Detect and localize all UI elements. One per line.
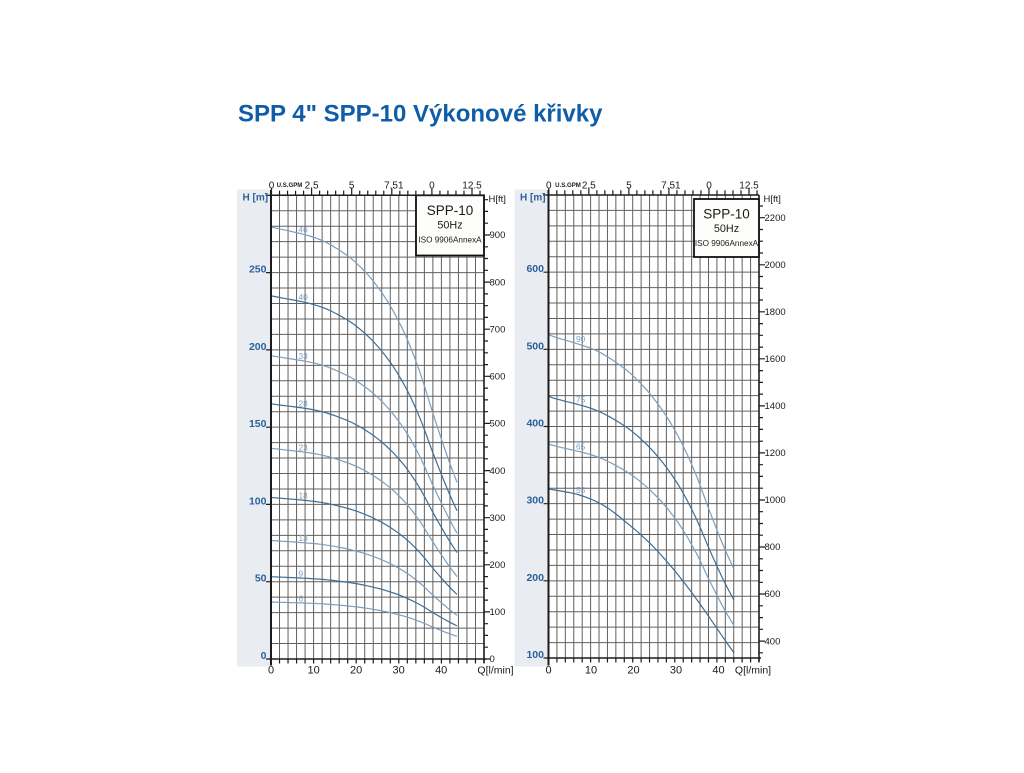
svg-text:H[ft]: H[ft] xyxy=(764,194,781,205)
svg-text:10: 10 xyxy=(307,665,319,677)
svg-text:0: 0 xyxy=(269,181,275,192)
svg-text:40: 40 xyxy=(299,292,309,302)
svg-text:5: 5 xyxy=(349,181,355,192)
svg-text:400: 400 xyxy=(490,466,506,477)
svg-text:2.5: 2.5 xyxy=(305,181,319,192)
svg-text:100: 100 xyxy=(526,649,544,661)
svg-text:1600: 1600 xyxy=(765,354,786,365)
svg-text:U.S.GPM: U.S.GPM xyxy=(555,182,581,189)
svg-text:13: 13 xyxy=(299,533,309,543)
svg-text:12.5: 12.5 xyxy=(462,181,482,192)
svg-text:800: 800 xyxy=(765,542,781,553)
svg-text:20: 20 xyxy=(627,665,639,677)
svg-text:1200: 1200 xyxy=(765,448,786,459)
svg-text:40: 40 xyxy=(712,665,724,677)
svg-text:2200: 2200 xyxy=(765,213,786,224)
svg-text:900: 900 xyxy=(490,230,506,241)
svg-text:55: 55 xyxy=(576,485,586,495)
svg-text:H[ft]: H[ft] xyxy=(489,194,506,205)
svg-text:0: 0 xyxy=(261,650,267,662)
svg-text:ISO 9906AnnexA: ISO 9906AnnexA xyxy=(695,239,759,248)
svg-text:U.S.GPM: U.S.GPM xyxy=(277,182,303,189)
svg-text:12.5: 12.5 xyxy=(739,181,759,192)
svg-text:200: 200 xyxy=(490,560,506,571)
svg-text:SPP 4" SPP-10 Výkonové křivky: SPP 4" SPP-10 Výkonové křivky xyxy=(238,101,603,128)
svg-text:1400: 1400 xyxy=(765,401,786,412)
svg-text:700: 700 xyxy=(490,324,506,335)
svg-text:150: 150 xyxy=(249,418,267,430)
svg-text:40: 40 xyxy=(435,665,447,677)
svg-text:18: 18 xyxy=(299,491,309,501)
svg-text:0: 0 xyxy=(546,181,552,192)
svg-text:7.51: 7.51 xyxy=(661,181,681,192)
svg-text:600: 600 xyxy=(765,589,781,600)
svg-text:300: 300 xyxy=(490,513,506,524)
svg-text:500: 500 xyxy=(526,340,544,352)
svg-text:Q[l/min]: Q[l/min] xyxy=(477,665,513,677)
svg-text:7.51: 7.51 xyxy=(384,181,404,192)
svg-text:75: 75 xyxy=(576,395,586,405)
svg-text:500: 500 xyxy=(490,419,506,430)
svg-text:20: 20 xyxy=(350,665,362,677)
svg-text:0: 0 xyxy=(429,181,435,192)
svg-text:400: 400 xyxy=(765,636,781,647)
svg-text:H [m]: H [m] xyxy=(243,193,269,204)
svg-text:200: 200 xyxy=(526,572,544,584)
svg-text:23: 23 xyxy=(299,442,309,452)
svg-text:33: 33 xyxy=(299,351,309,361)
svg-text:2.5: 2.5 xyxy=(582,181,596,192)
svg-text:300: 300 xyxy=(526,495,544,507)
svg-text:0: 0 xyxy=(268,665,274,677)
svg-text:400: 400 xyxy=(526,418,544,430)
svg-text:50Hz: 50Hz xyxy=(437,219,462,231)
svg-text:10: 10 xyxy=(585,665,597,677)
svg-text:200: 200 xyxy=(249,341,267,353)
svg-text:250: 250 xyxy=(249,264,267,276)
svg-text:90: 90 xyxy=(576,334,586,344)
svg-text:1000: 1000 xyxy=(765,495,786,506)
svg-text:50Hz: 50Hz xyxy=(714,223,739,235)
svg-text:0: 0 xyxy=(490,654,495,665)
svg-text:9: 9 xyxy=(299,569,304,579)
svg-text:ISO 9906AnnexA: ISO 9906AnnexA xyxy=(418,235,482,244)
svg-text:0: 0 xyxy=(545,665,551,677)
svg-text:100: 100 xyxy=(249,495,267,507)
svg-text:0: 0 xyxy=(706,181,712,192)
svg-text:1800: 1800 xyxy=(765,307,786,318)
svg-text:28: 28 xyxy=(299,398,309,408)
svg-text:H [m]: H [m] xyxy=(520,193,546,204)
svg-text:100: 100 xyxy=(490,607,506,618)
svg-text:SPP-10: SPP-10 xyxy=(703,207,750,222)
svg-text:SPP-10: SPP-10 xyxy=(427,203,474,218)
svg-text:600: 600 xyxy=(490,372,506,383)
svg-text:50: 50 xyxy=(255,573,267,585)
svg-text:600: 600 xyxy=(526,263,544,275)
svg-text:6: 6 xyxy=(299,593,304,603)
svg-text:5: 5 xyxy=(626,181,632,192)
svg-text:800: 800 xyxy=(490,277,506,288)
svg-text:Q[l/min]: Q[l/min] xyxy=(735,665,771,677)
svg-text:30: 30 xyxy=(392,665,404,677)
svg-text:46: 46 xyxy=(299,224,309,234)
svg-text:65: 65 xyxy=(576,442,586,452)
svg-text:2000: 2000 xyxy=(765,260,786,271)
svg-text:30: 30 xyxy=(670,665,682,677)
